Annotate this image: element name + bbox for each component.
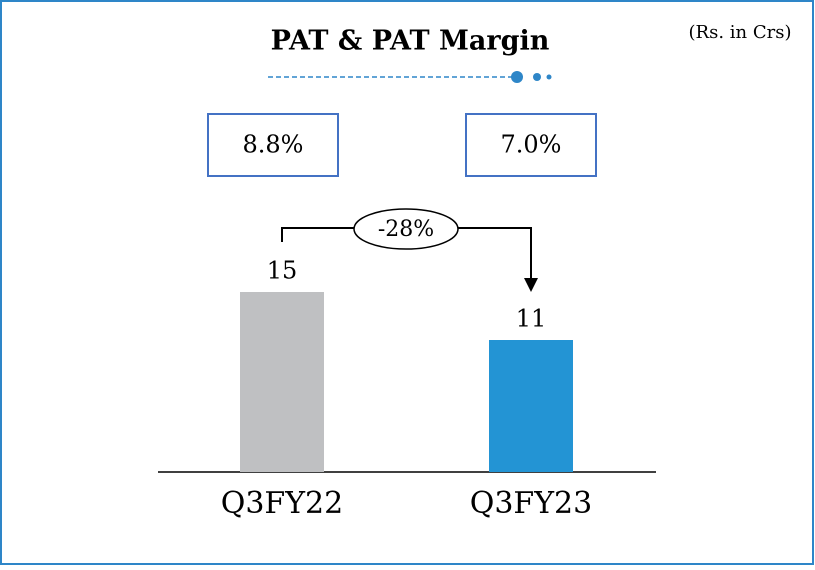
x-tick-label: Q3FY23 bbox=[470, 486, 592, 521]
value-label: 11 bbox=[516, 305, 547, 333]
chart-title: PAT & PAT Margin bbox=[271, 26, 550, 57]
margin-box bbox=[207, 113, 339, 177]
unit-note: (Rs. in Crs) bbox=[689, 22, 792, 43]
margin-box bbox=[465, 113, 597, 177]
change-connector bbox=[281, 227, 532, 282]
change-arrowhead bbox=[524, 278, 538, 292]
change-label: -28% bbox=[378, 217, 434, 242]
margin-label: 7.0% bbox=[501, 131, 562, 159]
bar bbox=[240, 292, 324, 472]
margin-label: 8.8% bbox=[243, 131, 304, 159]
change-bubble bbox=[353, 208, 459, 250]
divider-dot bbox=[546, 74, 552, 80]
divider-dot bbox=[511, 71, 523, 83]
divider-dot bbox=[533, 73, 541, 81]
value-label: 15 bbox=[267, 257, 298, 285]
bar bbox=[489, 340, 573, 472]
x-tick-label: Q3FY22 bbox=[221, 486, 343, 521]
